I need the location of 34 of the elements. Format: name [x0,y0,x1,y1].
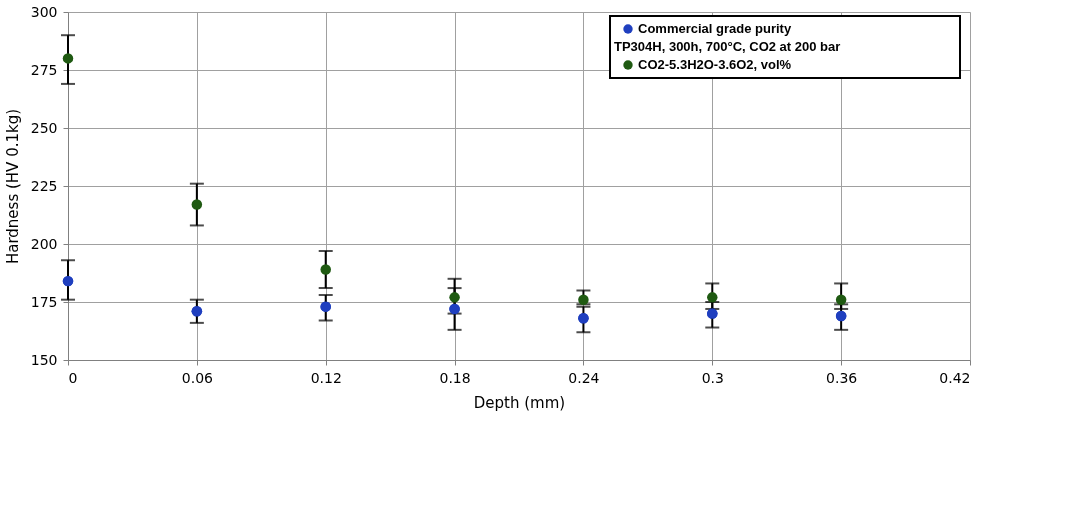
point [449,303,460,315]
x-tick-label: 0.24 [568,369,600,386]
y-axis-title: Hardness (HV 0.1kg) [3,108,22,265]
y-tick-label: 250 [30,119,58,136]
legend-label: Commercial grade purity [638,21,792,36]
y-tick-label: 225 [30,177,58,194]
y-tick-label: 275 [30,61,58,78]
y-tick-label: 175 [30,293,58,310]
x-tick-label: 0 [68,369,78,386]
point [62,53,74,64]
point [191,199,203,210]
x-tick-label: 0.12 [310,369,342,386]
point [578,294,589,305]
point [835,310,847,322]
x-axis-title: Depth (mm) [473,393,566,412]
point [707,292,718,303]
x-tick-label: 0.36 [826,369,858,386]
point [835,294,847,305]
x-tick-label: 0.18 [439,369,471,386]
x-tick-label: 0.42 [939,369,971,386]
y-tick-label: 300 [30,3,58,20]
point [320,301,331,312]
x-tick-label: 0.06 [181,369,214,386]
point [320,264,331,275]
point [578,313,589,324]
x-tick-label: 0.3 [701,369,724,386]
y-tick-label: 200 [30,235,58,252]
point [449,292,460,303]
y-tick-label: 150 [30,351,58,368]
point [191,306,203,317]
legend-label: CO2-5.3H2O-3.6O2, vol% [638,57,792,72]
point [62,275,74,287]
annotation: TP304H, 300h, 700°C, CO2 at 200 bar [614,39,841,54]
point [707,308,718,319]
